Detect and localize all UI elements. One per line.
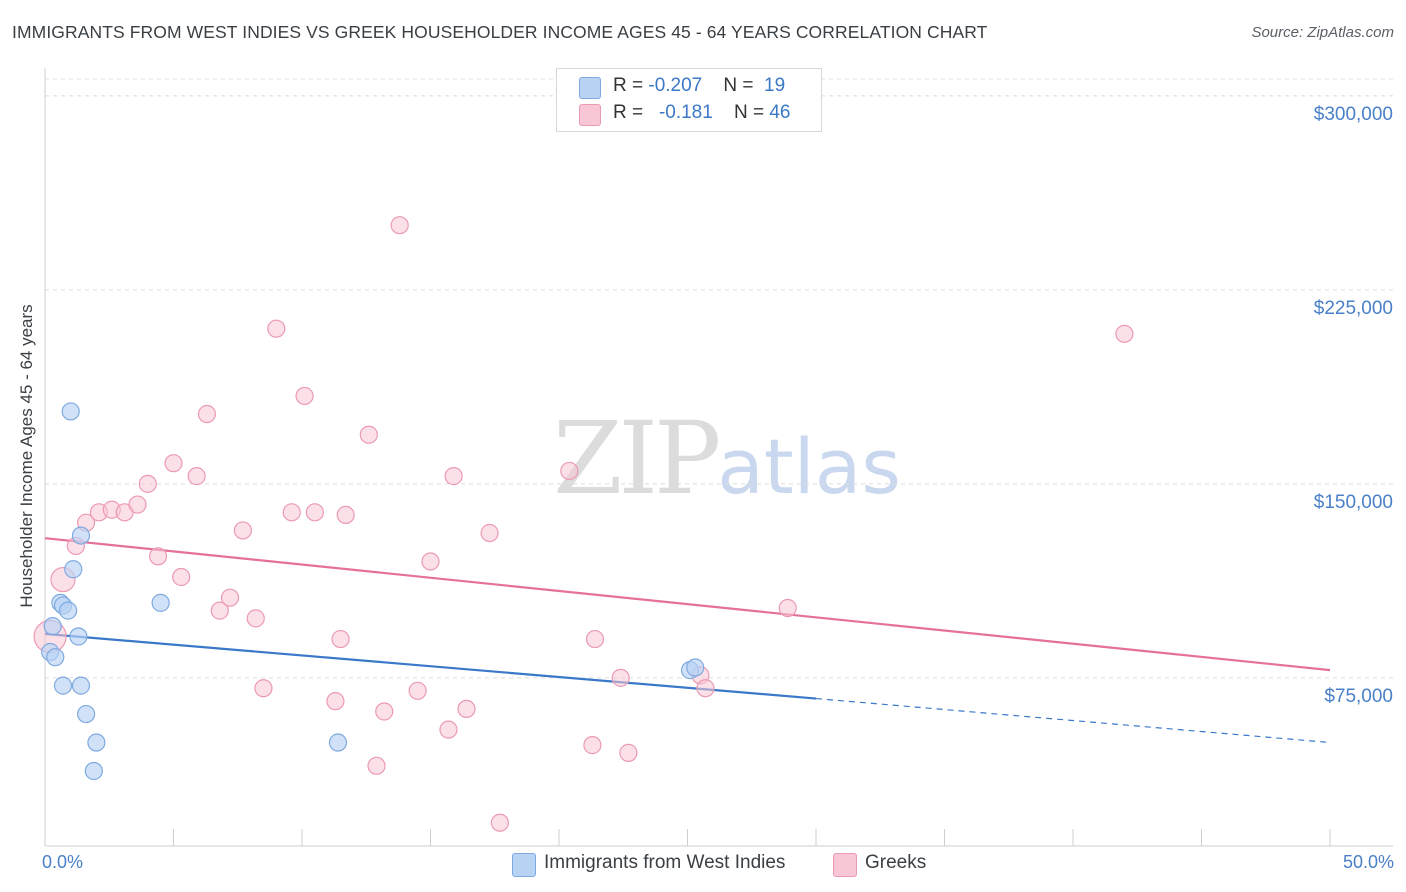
- point-greeks: [331, 629, 350, 649]
- point-greeks: [490, 813, 509, 832]
- y-tick-label: $150,000: [1313, 491, 1393, 513]
- point-west-indies: [69, 627, 88, 646]
- x-tick-label-max: 50.0%: [1342, 852, 1394, 872]
- point-west-indies: [53, 676, 73, 695]
- point-west-indies: [87, 733, 106, 752]
- point-greeks: [619, 743, 638, 762]
- y-axis-label: Householder Income Ages 45 - 64 years: [17, 304, 36, 608]
- legend-stats-greeks: R = -0.181 N = 46: [613, 102, 791, 123]
- point-greeks: [187, 467, 206, 486]
- point-greeks: [439, 720, 458, 739]
- point-greeks: [254, 679, 273, 698]
- point-greeks: [359, 425, 378, 444]
- chart-title: IMMIGRANTS FROM WEST INDIES VS GREEK HOU…: [12, 22, 988, 42]
- point-greeks: [138, 474, 157, 493]
- point-west-indies: [59, 601, 78, 620]
- point-greeks: [696, 679, 715, 698]
- legend-swatch-west-indies: [579, 77, 601, 99]
- point-greeks: [172, 567, 191, 587]
- point-greeks: [1115, 324, 1134, 343]
- point-greeks: [128, 495, 147, 514]
- point-greeks: [210, 601, 229, 620]
- point-greeks: [375, 702, 394, 721]
- trend-line-west-indies-extension: [815, 697, 1331, 744]
- point-greeks: [246, 609, 265, 628]
- point-west-indies: [43, 617, 62, 636]
- point-greeks: [220, 588, 240, 607]
- grid-lines: [45, 78, 1393, 679]
- point-greeks: [295, 386, 314, 406]
- watermark-atlas: atlas: [717, 422, 901, 511]
- point-greeks: [444, 467, 463, 486]
- point-west-indies: [151, 593, 170, 612]
- point-west-indies: [328, 733, 348, 752]
- point-greeks: [560, 461, 579, 481]
- point-west-indies: [64, 560, 83, 579]
- point-west-indies: [686, 658, 705, 677]
- point-greeks: [778, 598, 797, 618]
- point-greeks: [367, 756, 386, 775]
- point-greeks: [408, 681, 427, 700]
- trend-lines: [44, 537, 1331, 744]
- point-west-indies: [61, 402, 80, 421]
- point-west-indies: [46, 648, 65, 667]
- axes: [44, 68, 1393, 847]
- point-greeks: [336, 505, 355, 525]
- bottom-legend-label-west-indies: Immigrants from West Indies: [544, 852, 786, 873]
- point-greeks: [421, 552, 440, 571]
- point-greeks: [164, 454, 183, 473]
- bottom-legend-swatch-west-indies: [512, 853, 536, 877]
- point-greeks: [611, 668, 630, 687]
- data-points: [33, 216, 1134, 832]
- point-greeks: [233, 521, 252, 540]
- point-west-indies: [84, 761, 103, 781]
- point-west-indies: [71, 676, 91, 695]
- y-tick-label: $75,000: [1324, 685, 1393, 707]
- point-greeks: [326, 692, 345, 711]
- point-greeks: [457, 699, 476, 719]
- trend-line-greeks: [44, 537, 1331, 672]
- y-tick-label: $225,000: [1313, 297, 1393, 319]
- legend-stats-west-indies: R = -0.207 N = 19: [613, 75, 786, 96]
- correlation-legend: R = -0.207 N = 19 R = -0.181 N = 46: [556, 68, 822, 132]
- legend-swatch-greeks: [579, 104, 601, 126]
- point-greeks: [583, 736, 602, 755]
- watermark-zip: ZIP: [553, 400, 721, 517]
- point-greeks: [390, 216, 409, 235]
- point-greeks: [585, 629, 605, 649]
- point-greeks: [282, 503, 301, 522]
- point-west-indies: [77, 704, 96, 724]
- point-greeks: [305, 503, 324, 522]
- point-greeks: [480, 523, 499, 543]
- y-tick-label: $300,000: [1313, 103, 1393, 125]
- bottom-legend-swatch-greeks: [833, 853, 857, 877]
- point-greeks: [197, 404, 217, 424]
- point-greeks: [267, 319, 286, 338]
- bottom-legend-label-greeks: Greeks: [865, 852, 927, 873]
- point-greeks: [148, 547, 168, 566]
- source-label: Source: ZipAtlas.com: [1251, 24, 1394, 41]
- watermark: ZIPatlas: [553, 400, 901, 517]
- point-west-indies: [71, 526, 91, 545]
- x-tick-label-min: 0.0%: [42, 852, 84, 872]
- trend-line-west-indies: [44, 632, 817, 700]
